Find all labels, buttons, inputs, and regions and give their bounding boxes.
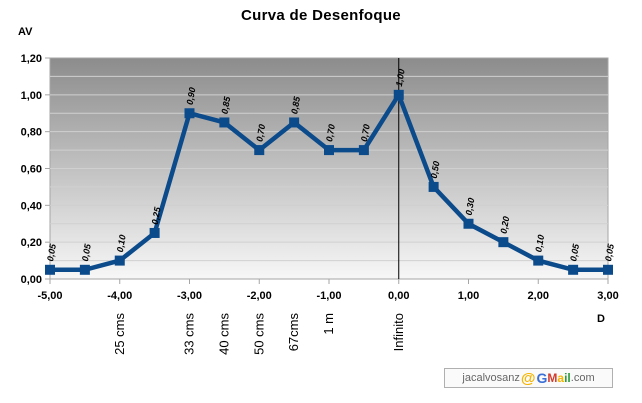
- distance-annotations: 25 cms 33 cms 40 cms 50 cms 67cms 1 m Infinito: [112, 313, 406, 355]
- data-point-marker: [114, 255, 125, 266]
- data-label: 0,70: [254, 123, 267, 142]
- data-label: 0,05: [80, 242, 93, 262]
- data-series: 0,05 0,05 0,10 0,25 0,90 0,85 0,70 0,85 0,70 0,70…: [45, 68, 616, 275]
- data-label: 0,85: [289, 95, 302, 115]
- distance-label: Infinito: [391, 313, 406, 351]
- at-icon: @: [520, 369, 536, 387]
- y-tick-label: 0,40: [21, 200, 42, 212]
- data-point-marker: [603, 264, 613, 275]
- data-point-marker: [358, 145, 369, 156]
- data-label: 0,30: [464, 197, 477, 216]
- watermark-domain: .com: [570, 372, 595, 384]
- y-tick-label: 0,00: [21, 274, 42, 286]
- data-point-marker: [219, 117, 230, 128]
- data-label: 0,20: [498, 216, 511, 235]
- x-tick-label: -3,00: [177, 290, 202, 302]
- gmail-logo-g: G: [536, 370, 548, 386]
- data-point-marker: [428, 181, 439, 192]
- data-point-marker: [568, 264, 579, 275]
- distance-label: 33 cms: [182, 313, 197, 355]
- watermark-user: jacalvosanz: [462, 372, 520, 384]
- y-tick-label: 0,20: [21, 237, 42, 249]
- data-label: 0,90: [185, 87, 198, 106]
- x-tick-label: -1,00: [316, 290, 341, 302]
- y-tick-label: 0,60: [21, 164, 42, 176]
- y-tick-label: 0,80: [21, 127, 42, 139]
- data-point-marker: [393, 89, 404, 100]
- data-label: 0,50: [429, 160, 442, 179]
- data-label: 0,25: [150, 205, 163, 225]
- data-point-marker: [254, 145, 265, 156]
- data-label: 1,00: [394, 68, 407, 87]
- distance-label: 40 cms: [216, 313, 231, 355]
- x-tick-label: 3,00: [597, 290, 618, 302]
- gmail-logo-a: a: [557, 371, 565, 385]
- x-tick-label: -5,00: [37, 290, 62, 302]
- gmail-logo-il: il: [564, 371, 571, 385]
- x-tick-label: -4,00: [107, 290, 132, 302]
- data-point-marker: [463, 218, 474, 229]
- y-axis-label: AV: [18, 26, 33, 38]
- distance-label: 25 cms: [112, 313, 127, 355]
- y-tick-label: 1,00: [21, 90, 42, 102]
- gmail-logo-m: M: [547, 371, 558, 385]
- x-tick-label: 0,00: [388, 290, 409, 302]
- data-label: 0,70: [359, 123, 372, 142]
- distance-label: 50 cms: [251, 313, 266, 355]
- data-point-marker: [324, 145, 334, 156]
- axes: 0,00 0,20 0,40 0,60 0,80 1,00 1,20 -5,00 -4,00 -3…: [21, 53, 619, 302]
- x-tick-label: 1,00: [458, 290, 479, 302]
- data-point-marker: [533, 255, 544, 266]
- distance-label: 1 m: [321, 313, 336, 335]
- data-label: 0,70: [324, 123, 337, 142]
- chart-title: Curva de Desenfoque: [241, 7, 401, 24]
- data-label: 0,10: [115, 234, 128, 253]
- data-label: 0,05: [603, 242, 616, 262]
- data-label: 0,85: [219, 95, 232, 115]
- data-label: 0,10: [533, 234, 546, 253]
- data-point-marker: [45, 264, 55, 275]
- gridlines: [50, 58, 608, 279]
- x-tick-label: -2,00: [247, 290, 272, 302]
- data-point-marker: [289, 117, 300, 128]
- y-tick-label: 1,20: [21, 53, 42, 65]
- data-point-marker: [149, 227, 160, 238]
- x-axis-label: D: [597, 313, 605, 325]
- data-point-marker: [498, 237, 509, 248]
- data-label: 0,05: [568, 242, 581, 262]
- email-watermark: jacalvosanz @ G M a il .com: [444, 368, 613, 388]
- data-label: 0,05: [45, 242, 58, 262]
- x-tick-label: 2,00: [528, 290, 549, 302]
- data-point-marker: [79, 264, 90, 275]
- data-point-marker: [184, 108, 195, 119]
- distance-label: 67cms: [286, 313, 301, 352]
